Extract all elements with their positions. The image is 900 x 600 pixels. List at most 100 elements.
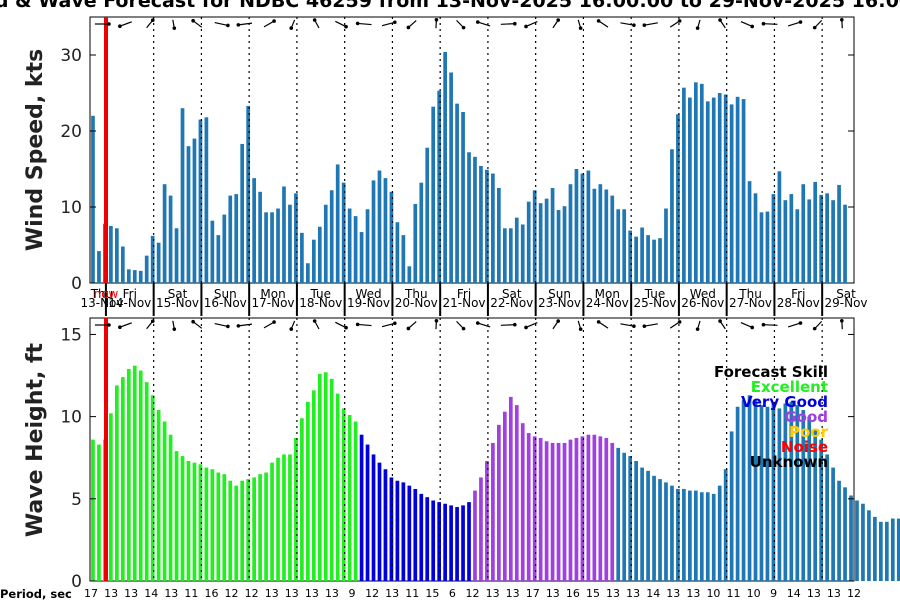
wind-bar: [765, 211, 770, 283]
wind-bar: [115, 228, 119, 283]
wind-bar: [144, 255, 149, 283]
wind-bar: [646, 235, 650, 283]
wind-bar: [365, 209, 370, 283]
wind-bar: [216, 235, 221, 283]
wind-direction-arrow: [192, 20, 203, 28]
wind-direction-arrowhead: [761, 21, 766, 26]
wave-direction-arrowhead: [236, 324, 241, 328]
wind-bar: [592, 188, 597, 283]
wave-bar: [747, 395, 752, 581]
wave-bar: [383, 469, 388, 581]
wind-bar: [132, 270, 137, 283]
day-label: Tue: [310, 287, 332, 301]
wave-direction-arrow: [787, 322, 801, 328]
wave-direction-arrowhead: [434, 319, 439, 323]
wave-bar: [693, 490, 698, 581]
wind-bar: [222, 214, 227, 283]
wind-bar: [693, 82, 698, 283]
wave-bar: [550, 442, 555, 581]
wave-bar: [479, 477, 483, 581]
period-value: 13: [807, 587, 821, 600]
wind-bar: [682, 87, 686, 284]
wind-direction-arrow: [740, 20, 753, 28]
wind-bar: [347, 208, 352, 283]
wave-direction-arrowhead: [798, 321, 803, 325]
wind-bar: [532, 190, 537, 283]
period-value: 13: [305, 587, 319, 600]
wind-bar: [538, 203, 543, 283]
wave-bar: [120, 377, 125, 581]
wave-direction-arrowhead: [578, 327, 583, 331]
wave-bar: [670, 485, 674, 581]
wave-direction-arrow: [740, 321, 753, 329]
wave-direction-arrowhead: [761, 322, 766, 327]
day-label: Mon: [595, 287, 620, 301]
wave-bar: [580, 436, 585, 581]
wave-bar: [311, 390, 316, 581]
now-label: now: [94, 287, 119, 301]
wind-bar: [306, 263, 310, 283]
wind-bar: [389, 191, 394, 283]
wave-direction-arrow: [238, 323, 253, 327]
wind-ytick-label: 30: [60, 46, 82, 66]
wind-direction-arrow: [335, 20, 347, 28]
wind-bar: [395, 222, 400, 283]
wind-direction-arrowhead: [191, 18, 195, 23]
wind-bar: [276, 208, 280, 283]
wind-bar: [723, 94, 728, 284]
wave-direction-arrowhead: [812, 326, 817, 331]
legend-item: Noise: [781, 438, 828, 456]
wave-bar: [497, 424, 501, 581]
wind-bar: [753, 193, 758, 283]
wind-bar: [168, 195, 173, 283]
period-value: 12: [245, 587, 259, 600]
wave-bar: [520, 423, 525, 581]
wind-bar: [383, 178, 388, 283]
wave-ylabel: Wave Height, ft: [23, 342, 48, 537]
wind-bar: [294, 193, 298, 283]
period-value: 6: [449, 587, 456, 600]
wind-direction-arrow: [787, 21, 801, 27]
wind-bar: [353, 216, 358, 283]
wave-direction-arrowhead: [150, 319, 155, 324]
wave-bar: [300, 418, 304, 581]
period-value: 11: [184, 587, 198, 600]
wave-bar: [890, 518, 895, 581]
wind-bar: [401, 235, 406, 283]
wave-bar: [317, 373, 322, 581]
wind-direction-arrowhead: [150, 18, 155, 23]
period-value: 13: [285, 587, 299, 600]
wave-bar: [204, 467, 209, 581]
wave-bar: [192, 462, 197, 581]
wave-bar: [389, 477, 394, 581]
wave-direction-arrow: [763, 324, 778, 326]
wind-direction-arrowhead: [596, 19, 601, 23]
wave-bar: [640, 467, 644, 581]
wind-direction-arrow: [238, 22, 253, 26]
wave-direction-arrowhead: [107, 323, 111, 327]
wind-bar: [270, 212, 274, 283]
legend-title: Forecast Skill: [714, 363, 828, 381]
period-value: 9: [349, 587, 356, 600]
wave-direction-arrowhead: [524, 325, 528, 330]
chart-title: Wind & Wave Forecast for NDBC 46259 from…: [0, 0, 900, 12]
wave-ytick-label: 15: [60, 325, 82, 345]
wave-bar: [395, 480, 400, 581]
wind-direction-arrow: [620, 22, 635, 26]
wave-bar: [264, 472, 268, 581]
wind-direction-arrow: [644, 22, 658, 26]
wind-ytick-label: 0: [71, 274, 82, 294]
wind-direction-arrowhead: [434, 18, 439, 22]
wave-bar: [91, 439, 95, 581]
wave-bar: [646, 470, 650, 581]
wave-bar: [294, 437, 298, 581]
wave-bar: [288, 454, 292, 581]
wind-bar: [288, 204, 292, 283]
day-label: Sun: [214, 287, 237, 301]
wave-bar: [532, 436, 537, 581]
wind-bar: [616, 209, 621, 283]
wind-bar: [407, 266, 412, 283]
wind-direction-arrowhead: [524, 24, 528, 29]
date-label: 17-Nov: [252, 296, 295, 310]
